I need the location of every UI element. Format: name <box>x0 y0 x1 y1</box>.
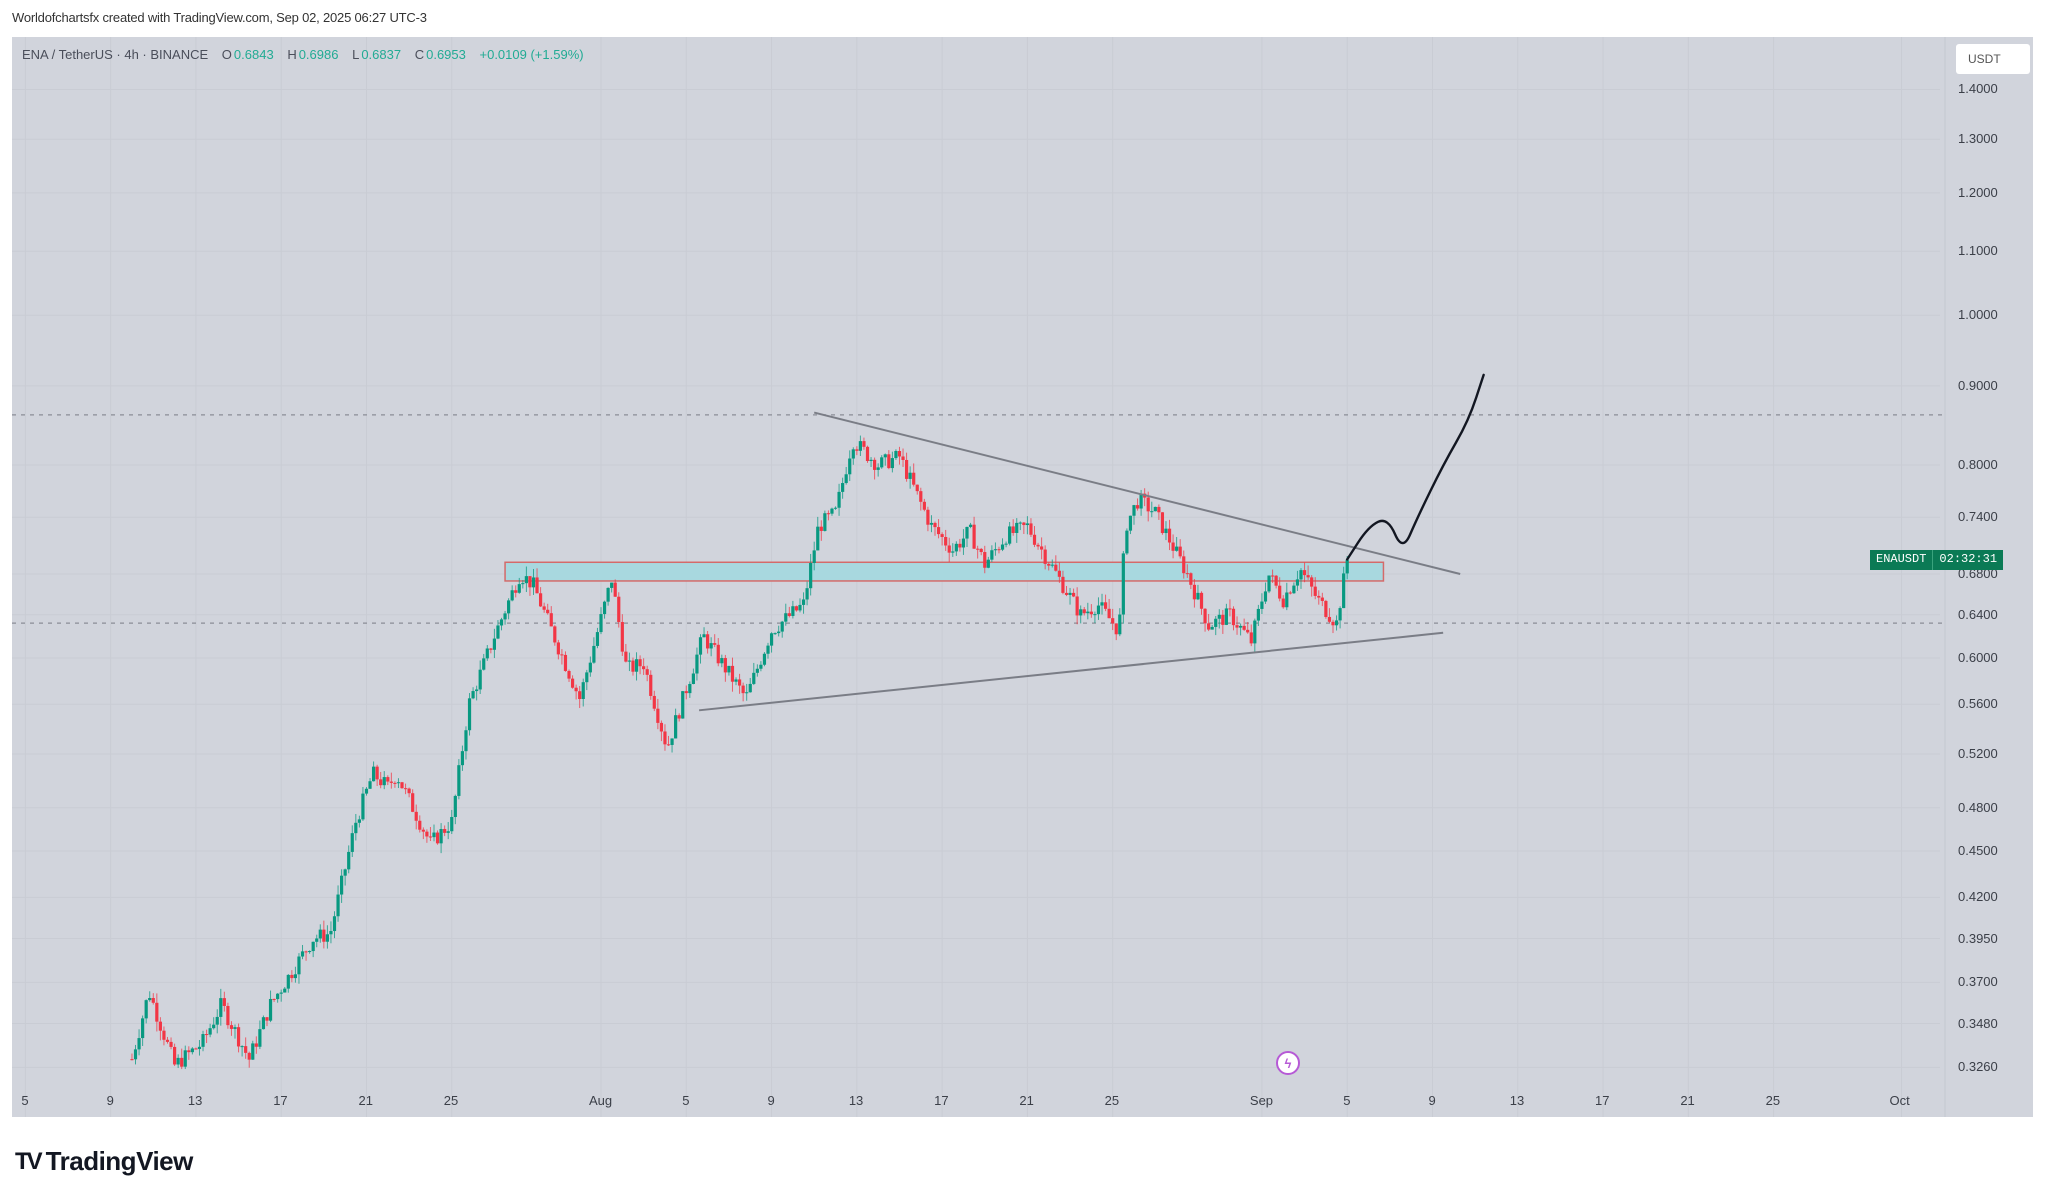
tradingview-logo: TV TradingView <box>15 1146 193 1177</box>
time-tick-label: Sep <box>1249 1093 1274 1108</box>
grid <box>12 37 1940 1117</box>
low-label: L <box>352 47 360 62</box>
price-tick-label: 0.6000 <box>1958 650 1998 665</box>
price-tick-label: 0.4500 <box>1958 843 1998 859</box>
lightning-icon[interactable]: ϟ <box>1276 1051 1300 1075</box>
time-tick-label: 21 <box>358 1093 373 1108</box>
price-tick-label: 0.5200 <box>1958 746 1998 762</box>
time-tick-label: 21 <box>1680 1093 1695 1108</box>
price-tick-label: 1.1000 <box>1958 243 1998 259</box>
candles <box>130 435 1349 1070</box>
ascending-trendline[interactable] <box>698 631 1444 712</box>
last-price-tag: ENAUSDT 02:32:31 <box>1870 550 2004 570</box>
price-tick-label: 0.3260 <box>1958 1059 1998 1075</box>
price-tick-label: 0.3700 <box>1958 974 1998 990</box>
logo-text: TradingView <box>45 1146 194 1176</box>
resistance-zone[interactable] <box>504 561 1385 582</box>
price-tick-label: 1.4000 <box>1958 81 1998 97</box>
time-tick-label: Oct <box>1889 1093 1910 1108</box>
currency-unit-button[interactable]: USDT <box>1956 44 2030 74</box>
time-tick-label: 13 <box>1509 1093 1525 1108</box>
time-tick-label: 25 <box>1765 1093 1781 1108</box>
time-tick-label: 9 <box>1428 1093 1436 1108</box>
price-tick-label: 0.8000 <box>1958 456 1998 472</box>
chart-caption: Worldofchartsfx created with TradingView… <box>12 10 427 25</box>
change-value: +0.0109 (+1.59%) <box>479 47 584 62</box>
high-label: H <box>287 47 297 62</box>
price-tag-symbol: ENAUSDT <box>1870 550 1934 570</box>
price-tick-label: 1.3000 <box>1958 131 1998 147</box>
time-tick-label: 17 <box>934 1093 949 1108</box>
price-tick-label: 0.6400 <box>1958 606 1998 622</box>
price-tick-label: 0.4800 <box>1958 799 1998 815</box>
price-tick-label: 1.0000 <box>1958 307 1998 323</box>
price-tick-label: 0.5600 <box>1958 696 1998 712</box>
time-tick-label: 25 <box>443 1093 459 1108</box>
close-value: 0.6953 <box>426 47 466 62</box>
time-tick-label: 17 <box>1595 1093 1610 1108</box>
time-tick-label: 13 <box>848 1093 864 1108</box>
time-tick-label: 21 <box>1019 1093 1034 1108</box>
time-tick-label: 17 <box>273 1093 288 1108</box>
price-tick-label: 0.3950 <box>1958 930 1998 946</box>
low-value: 0.6837 <box>361 47 402 62</box>
price-tick-label: 0.3480 <box>1958 1015 1998 1031</box>
open-value: 0.6843 <box>233 47 274 62</box>
price-tick-label: 0.4200 <box>1958 889 1998 905</box>
symbol-name[interactable]: ENA / TetherUS · 4h · BINANCE <box>22 47 209 62</box>
price-tick-label: 0.7400 <box>1958 509 1998 525</box>
price-tick-label: 1.2000 <box>1958 184 1998 200</box>
price-tick-label: 0.9000 <box>1958 377 1998 393</box>
descending-trendline[interactable] <box>813 411 1461 575</box>
time-tick-label: 13 <box>187 1093 203 1108</box>
close-label: C <box>414 47 425 62</box>
time-tick-label: 25 <box>1104 1093 1120 1108</box>
bar-countdown: 02:32:31 <box>1933 550 2004 570</box>
time-tick-label: 9 <box>106 1093 114 1108</box>
time-tick-label: 5 <box>21 1093 29 1108</box>
time-tick-label: 9 <box>767 1093 775 1108</box>
high-value: 0.6986 <box>298 47 339 62</box>
time-tick-label: Aug <box>589 1093 613 1108</box>
open-label: O <box>221 47 232 62</box>
projection-path[interactable] <box>1346 373 1485 561</box>
time-tick-label: 5 <box>1343 1093 1351 1108</box>
tv-logo-icon: TV <box>15 1147 43 1175</box>
time-tick-label: 5 <box>682 1093 690 1108</box>
